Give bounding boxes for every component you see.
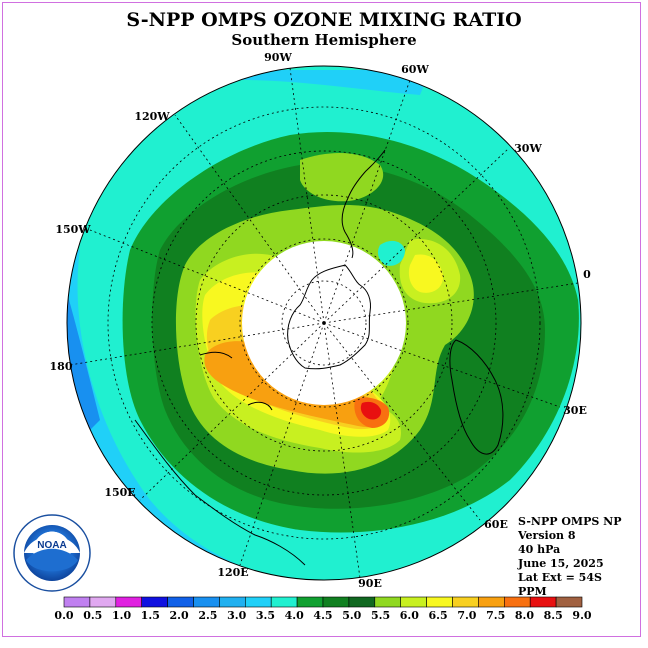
colorbar-swatch [115,596,143,608]
colorbar-swatch [141,596,168,608]
colorbar-swatch [426,596,453,608]
colorbar-swatch [219,596,246,608]
logo-wave [26,548,78,572]
meridian-60e [323,322,481,521]
africa-outline [449,339,504,455]
colorbar-tick-label: 5.5 [371,609,390,622]
colorbar-tick-label: 6.5 [429,609,448,622]
new-zealand-outline [199,351,273,411]
south-america-outline [341,149,386,259]
logo-text: NOAA [37,540,66,551]
colorbar-tick-label: 2.0 [170,609,189,622]
figure-frame [2,2,641,637]
colorbar-swatch [555,596,583,608]
lon-label-30e: 30E [563,404,587,417]
colorbar-tick-label: 7.0 [457,609,476,622]
lon-label-30w: 30W [514,142,542,155]
colorbar-tick-label: 5.0 [342,609,361,622]
lon-label-0: 0 [583,268,591,281]
australia-outline [134,419,306,566]
info-level: 40 hPa [518,543,560,556]
colorbar-swatch [348,596,376,608]
latitude-circle [281,280,367,366]
info-instrument: S-NPP OMPS NP [518,515,621,528]
info-units: PPM [518,585,547,598]
colorbar-swatch [529,596,557,608]
latitude-circle [195,194,453,452]
info-lat-extent: Lat Ext = 54S [518,571,602,584]
colorbar-swatch [193,596,220,608]
longitude-labels: 90W 60W 120W 30W 150W 0 180 30E 150E 60E… [50,51,592,590]
colorbar-tick-label: 0.5 [83,609,102,622]
lon-label-150w: 150W [55,223,91,236]
meridian-150w [89,229,325,324]
noaa-logo: NOAA [13,514,91,592]
continent-outlines [134,149,504,566]
lon-label-90e: 90E [358,577,382,590]
field-level-6-5-east [408,254,443,293]
chart-title: S-NPP OMPS OZONE MIXING RATIO [126,9,521,31]
latitude-circle [151,150,497,496]
meridian-30w [323,148,509,324]
colorbar-tick-label: 3.0 [227,609,246,622]
colorbar-tick-label: 9.0 [572,609,591,622]
logo-gull [24,535,80,553]
map-boundary [66,65,582,581]
info-date: June 15, 2025 [517,557,604,570]
antarctica-outline [287,264,371,370]
colorbar-swatch [400,596,427,608]
colorbar-swatch [478,596,505,608]
colorbar-tick-label: 4.5 [313,609,332,622]
lon-label-60e: 60E [484,518,508,531]
colorbar-swatch [296,596,324,608]
colorbar-swatch [503,596,531,608]
lon-label-90w: 90W [264,51,292,64]
latitude-circle [107,106,541,540]
colorbar-tick-label: 6.0 [400,609,419,622]
colorbar-tick-label: 3.5 [256,609,275,622]
info-version: Version 8 [517,529,576,542]
lon-label-120e: 120E [217,566,248,579]
colorbar-tick-label: 1.5 [141,609,160,622]
lon-label-180: 180 [50,360,73,373]
meridian-30e [323,322,561,408]
colorbar-swatch [452,596,479,608]
colorbar-tick-label: 2.5 [198,609,217,622]
lon-label-60w: 60W [401,63,429,76]
colorbar-tick-label: 8.0 [515,609,534,622]
colorbar-swatch [270,596,298,608]
lon-label-120w: 120W [134,110,170,123]
lon-label-150e: 150E [104,486,135,499]
graticule [69,67,579,579]
info-block: S-NPP OMPS NP Version 8 40 hPa June 15, … [517,515,621,598]
field-level-3-5-north [240,70,430,95]
colorbar-tick-label: 1.0 [112,609,131,622]
colorbar-swatch [63,596,91,608]
field-level-5-5-north [300,153,384,202]
latitude-circle [239,238,409,408]
colorbar-swatch [89,596,117,608]
field-low-pocket [377,240,405,266]
field-level-8-5 [360,401,382,420]
colorbar-tick-label: 8.5 [544,609,563,622]
colorbar-swatch [374,596,401,608]
colorbar-tick-label: 0.0 [54,609,73,622]
colorbar-tick-label: 4.0 [285,609,304,622]
colorbar-swatch [245,596,272,608]
colorbar-swatch [167,596,194,608]
colorbar: 0.0 0.5 1.0 1.5 2.0 2.5 3.0 3.5 4.0 4.5 5.0 5.5 6.0 6… [54,596,592,622]
chart-subtitle: Southern Hemisphere [231,31,416,49]
colorbar-swatch [322,596,350,608]
colorbar-tick-label: 7.5 [486,609,505,622]
